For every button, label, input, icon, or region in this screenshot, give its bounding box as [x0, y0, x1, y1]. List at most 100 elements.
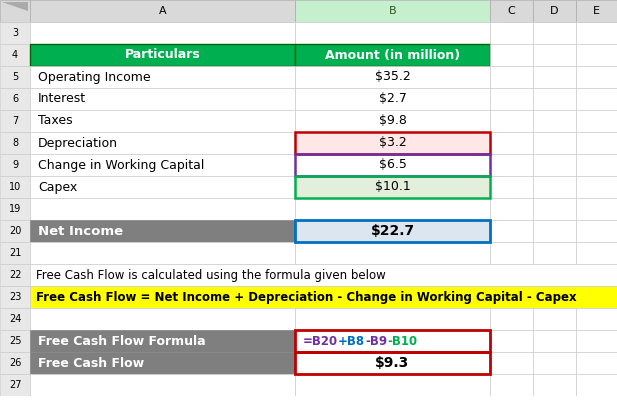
Text: +B8: +B8	[338, 334, 365, 347]
Bar	[30, 330, 295, 352]
Bar	[295, 198, 490, 220]
Text: Particulars: Particulars	[125, 49, 201, 62]
Text: 25: 25	[9, 336, 21, 346]
Bar	[0, 374, 30, 396]
Bar	[0, 176, 30, 198]
Bar	[30, 220, 295, 242]
Bar	[0, 0, 30, 22]
Bar	[0, 22, 30, 44]
Bar	[576, 44, 617, 66]
Text: $3.2: $3.2	[379, 137, 407, 150]
Text: 7: 7	[12, 116, 18, 126]
Text: $9.3: $9.3	[375, 356, 410, 370]
Bar	[295, 352, 490, 374]
Text: $35.2: $35.2	[375, 70, 410, 83]
Bar	[30, 242, 295, 264]
Text: $6.5: $6.5	[379, 158, 407, 171]
Bar	[295, 110, 490, 132]
Text: 4: 4	[12, 50, 18, 60]
Bar	[295, 374, 490, 396]
Text: E: E	[593, 6, 600, 16]
Text: 6: 6	[12, 94, 18, 104]
Text: 19: 19	[9, 204, 21, 214]
Bar	[533, 374, 576, 396]
Text: 20: 20	[9, 226, 21, 236]
Bar	[490, 220, 533, 242]
Bar	[0, 198, 30, 220]
Text: Capex: Capex	[38, 181, 77, 194]
Bar	[576, 154, 617, 176]
Bar	[295, 66, 490, 88]
Bar	[295, 242, 490, 264]
Text: Free Cash Flow = Net Income + Depreciation - Change in Working Capital - Capex: Free Cash Flow = Net Income + Depreciati…	[36, 290, 577, 303]
Text: C: C	[508, 6, 515, 16]
Bar	[576, 352, 617, 374]
Bar	[490, 198, 533, 220]
Bar	[576, 330, 617, 352]
Bar	[0, 220, 30, 242]
Polygon shape	[2, 2, 28, 11]
Bar	[576, 242, 617, 264]
Bar	[30, 132, 295, 154]
Bar	[30, 264, 617, 286]
Bar	[30, 22, 295, 44]
Bar	[490, 88, 533, 110]
Bar	[30, 110, 295, 132]
Text: 23: 23	[9, 292, 21, 302]
Text: 5: 5	[12, 72, 18, 82]
Bar	[490, 176, 533, 198]
Bar	[30, 198, 295, 220]
Bar	[533, 198, 576, 220]
Text: 21: 21	[9, 248, 21, 258]
Bar	[0, 66, 30, 88]
Text: -B10: -B10	[387, 334, 418, 347]
Bar	[576, 176, 617, 198]
Bar	[533, 154, 576, 176]
Text: Free Cash Flow Formula: Free Cash Flow Formula	[38, 334, 205, 347]
Bar	[576, 198, 617, 220]
Bar	[295, 176, 490, 198]
Text: =B20: =B20	[303, 334, 338, 347]
Bar	[0, 264, 30, 286]
Text: Interest: Interest	[38, 93, 86, 106]
Bar	[576, 220, 617, 242]
Bar	[30, 374, 295, 396]
Bar	[490, 330, 533, 352]
Bar	[533, 88, 576, 110]
Text: 26: 26	[9, 358, 21, 368]
Text: Free Cash Flow is calculated using the formula given below: Free Cash Flow is calculated using the f…	[36, 269, 386, 282]
Bar	[295, 220, 490, 242]
Bar	[533, 0, 576, 22]
Bar	[490, 308, 533, 330]
Bar	[0, 352, 30, 374]
Bar	[533, 308, 576, 330]
Bar	[533, 132, 576, 154]
Bar	[0, 396, 617, 419]
Bar	[533, 110, 576, 132]
Bar	[490, 22, 533, 44]
Bar	[295, 220, 490, 242]
Text: Change in Working Capital: Change in Working Capital	[38, 158, 204, 171]
Bar	[533, 330, 576, 352]
Bar	[490, 0, 533, 22]
Bar	[30, 176, 295, 198]
Text: Operating Income: Operating Income	[38, 70, 151, 83]
Bar	[295, 88, 490, 110]
Text: 27: 27	[9, 380, 21, 390]
Bar	[295, 132, 490, 154]
Bar	[576, 308, 617, 330]
Bar	[490, 66, 533, 88]
Bar	[490, 110, 533, 132]
Bar	[490, 374, 533, 396]
Bar	[295, 0, 490, 22]
Text: B: B	[389, 6, 396, 16]
Bar	[533, 352, 576, 374]
Text: Amount (in million): Amount (in million)	[325, 49, 460, 62]
Bar	[0, 154, 30, 176]
Text: 8: 8	[12, 138, 18, 148]
Bar	[295, 176, 490, 198]
Bar	[533, 44, 576, 66]
Bar	[490, 242, 533, 264]
Text: Depreciation: Depreciation	[38, 137, 118, 150]
Bar	[533, 22, 576, 44]
